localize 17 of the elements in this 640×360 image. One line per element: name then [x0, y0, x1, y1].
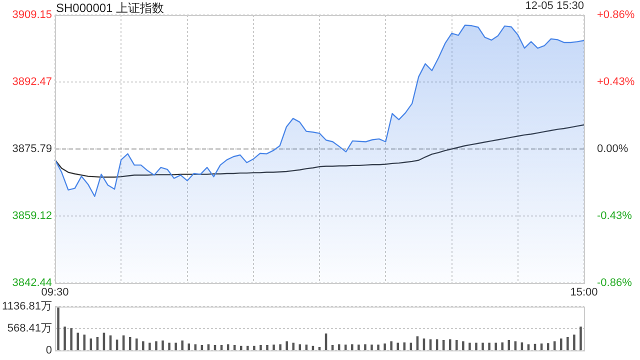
y-tick-label: 3842.44 — [12, 277, 52, 290]
y-tick-label: 568.41万 — [7, 322, 52, 335]
x-tick-label: 09:30 — [41, 286, 69, 299]
y-tick-label: 3875.79 — [12, 143, 52, 156]
y-tick-label: 3909.15 — [12, 9, 52, 22]
chart-title: SH000001 上证指数 — [56, 0, 164, 17]
y-tick-label: 1136.81万 — [2, 300, 52, 313]
y-tick-label: 3892.47 — [12, 76, 52, 88]
y2-tick-label: +0.43% — [597, 76, 635, 88]
y2-tick-label: 0.00% — [597, 143, 628, 156]
x-tick-label: 15:00 — [570, 286, 598, 299]
text: 12-05 15:30 — [525, 0, 584, 12]
y2-tick-label: +0.86% — [597, 9, 635, 22]
y-tick-label: 3859.12 — [12, 210, 52, 222]
y2-tick-label: -0.86% — [597, 277, 632, 290]
y-tick-label: 0 — [46, 344, 52, 356]
y2-tick-label: -0.43% — [597, 210, 632, 222]
